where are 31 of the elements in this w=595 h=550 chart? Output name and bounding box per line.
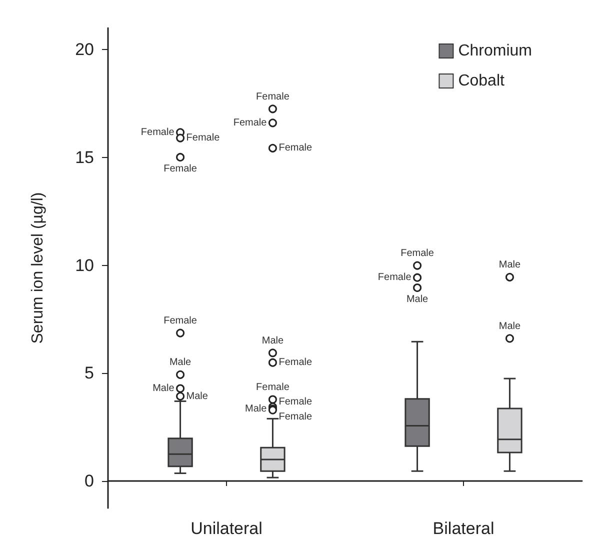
annotation: Male [262,335,284,346]
annotation: Female [400,248,434,260]
y-tick-label: 0 [84,472,94,491]
annotation: Male [152,382,175,394]
x-tick-label: Bilateral [432,519,494,538]
y-axis-title: Serum ion level (µg/l) [30,192,46,344]
annotation: Female [256,91,290,102]
annotation: Female [278,357,312,368]
x-tick-label: Unilateral [190,519,262,538]
annotation: Male [245,403,268,414]
annotation: Female [278,412,312,423]
annotation: Female [278,142,312,154]
y-tick-label: 5 [84,364,94,383]
legend-label: Chromium [458,42,532,60]
annotation: Female [378,272,412,284]
annotation: Male [406,294,429,306]
annotation: Female [256,382,290,393]
annotation: Female [164,164,198,175]
y-tick-label: 20 [75,40,94,60]
annotation: Female [164,316,198,327]
y-tick-label: 15 [75,148,94,167]
annotation: Male [498,260,521,271]
annotation: Female [278,396,312,408]
annotation: Female [186,132,220,144]
annotation: Male [498,320,521,332]
annotation: Male [169,357,192,368]
legend-label: Cobalt [458,72,506,90]
annotation: Male [186,390,208,402]
y-tick-label: 10 [75,256,94,275]
annotation: Female [140,126,175,138]
annotation: Female [233,117,268,128]
